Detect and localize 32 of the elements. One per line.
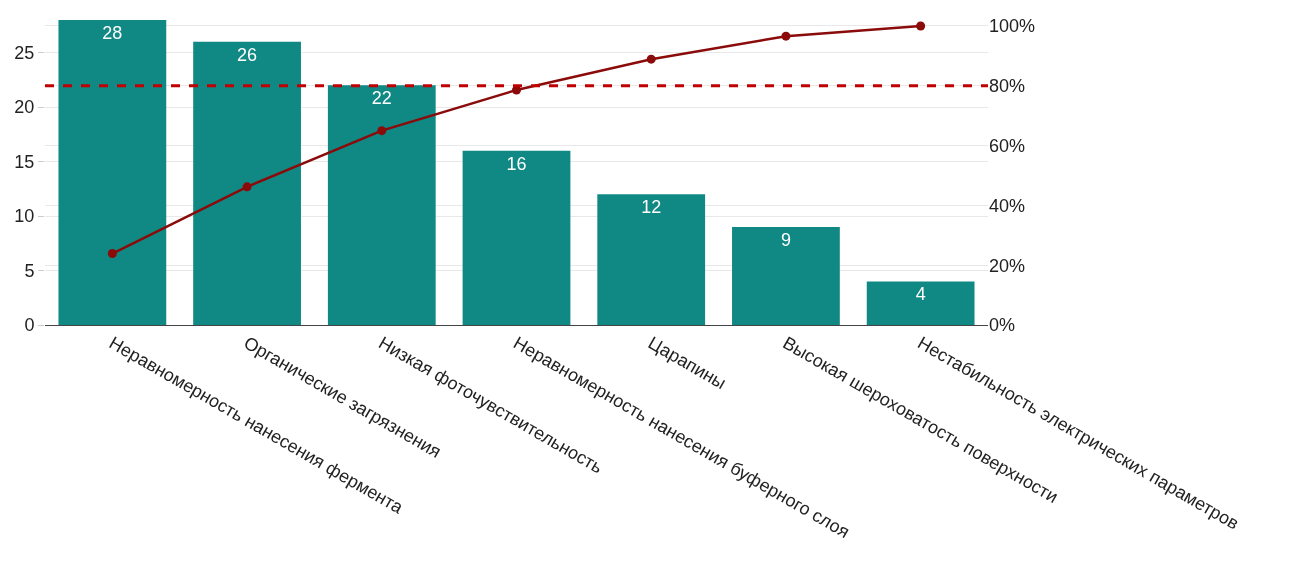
y-tick-label: 15 [14,151,35,172]
point [916,21,926,31]
y-tick-label: 20 [14,97,35,118]
y2-tick-label: 0% [989,315,1016,336]
data-label: 12 [641,197,662,218]
y-tick-label: 0 [24,315,35,336]
point [377,126,387,136]
point [242,182,252,192]
bar [58,20,167,325]
bar [193,41,301,325]
y-tick-label: 25 [14,42,35,63]
data-label: 26 [237,44,258,65]
y2-tick-label: 60% [989,135,1026,156]
data-label: 28 [102,23,123,43]
point [646,54,656,64]
point [781,31,791,41]
bar [462,150,571,325]
data-label: 22 [371,88,392,109]
bar [732,226,840,325]
y2-tick-label: 20% [989,255,1026,276]
y2-tick-label: 40% [989,195,1026,216]
data-label: 9 [780,229,791,250]
data-label: 4 [915,284,926,305]
bar [866,281,975,325]
y2-tick-label: 100% [989,16,1036,37]
bar [327,85,436,325]
y-tick-label: 10 [14,206,35,227]
bar [597,194,706,325]
y2-tick-label: 80% [989,76,1026,97]
point [107,249,117,259]
data-label: 16 [506,153,527,174]
y-tick-label: 5 [24,260,35,281]
